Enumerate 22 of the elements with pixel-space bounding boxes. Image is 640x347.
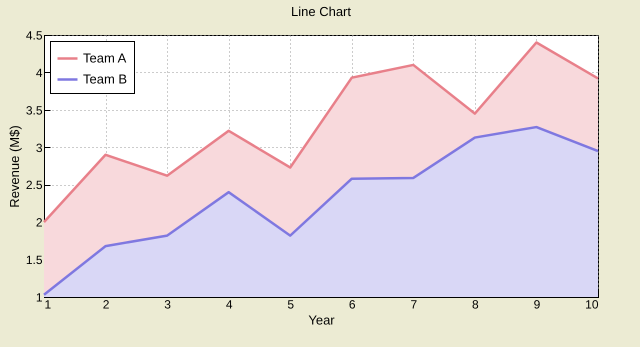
y-tick-label: 4 [36, 66, 43, 80]
x-tick-label: 4 [226, 298, 233, 312]
y-tick-label: 4.5 [26, 28, 43, 42]
x-tick-label: 5 [287, 298, 294, 312]
x-tick-label: 9 [534, 298, 541, 312]
x-tick-label: 3 [164, 298, 172, 312]
x-axis-title: Year [308, 312, 336, 328]
x-tick-label: 8 [472, 298, 480, 312]
x-tick-label: 2 [102, 298, 110, 312]
y-tick-label: 3 [36, 140, 43, 155]
y-tick-label: 1.5 [26, 253, 43, 268]
chart-title: Line Chart [291, 4, 352, 19]
x-tick-label: 7 [410, 298, 418, 312]
x-tick-label: 1 [44, 298, 52, 312]
legend-label: Team A [83, 50, 127, 66]
y-tick-label: 2.5 [26, 178, 43, 192]
y-tick-label: 2 [36, 216, 43, 230]
x-tick-label: 6 [348, 298, 356, 312]
x-tick-label: 10 [585, 298, 599, 312]
y-tick-label: 3.5 [26, 103, 43, 118]
legend-label: Team B [83, 72, 128, 86]
y-axis-title: Revenue (M$) [6, 125, 22, 208]
